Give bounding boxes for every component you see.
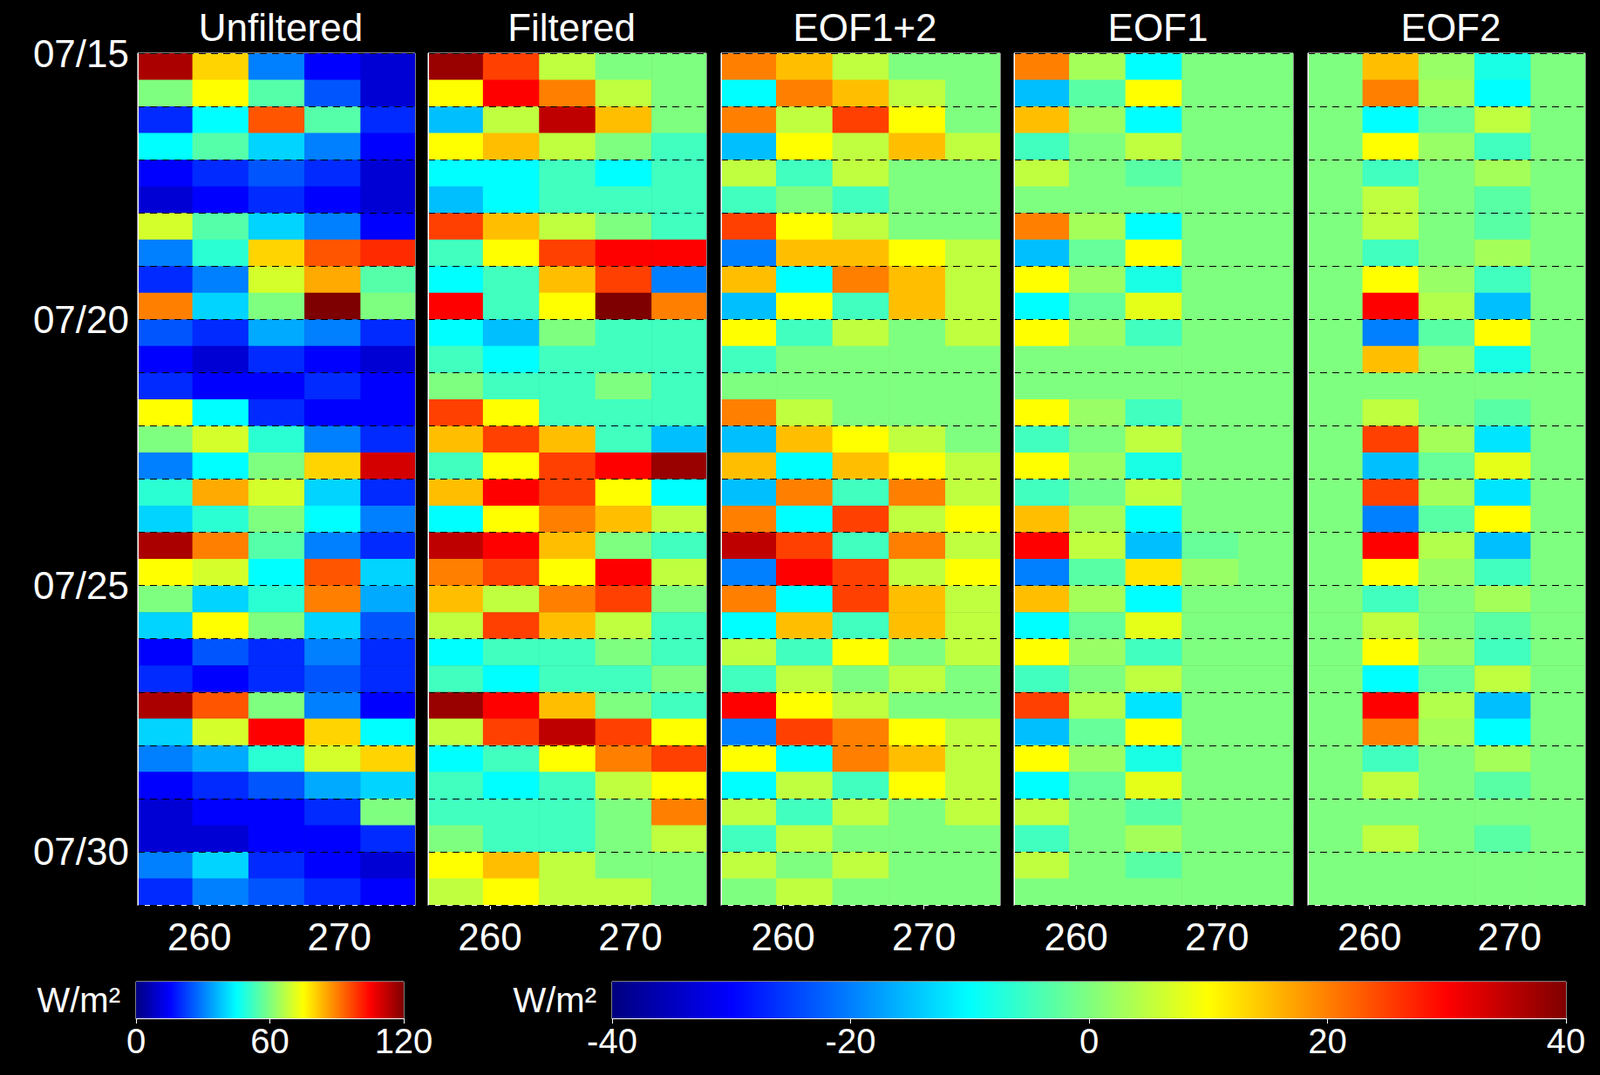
svg-text:W/m²: W/m² — [36, 980, 121, 1020]
svg-text:260: 260 — [1043, 915, 1108, 959]
svg-text:07/15: 07/15 — [33, 32, 130, 75]
svg-text:270: 270 — [307, 915, 372, 959]
svg-text:EOF1+2: EOF1+2 — [792, 6, 937, 49]
svg-text:270: 270 — [1477, 915, 1542, 959]
svg-text:260: 260 — [1337, 915, 1402, 959]
svg-text:07/20: 07/20 — [33, 298, 130, 341]
svg-text:120: 120 — [374, 1021, 434, 1061]
svg-text:Unfiltered: Unfiltered — [198, 6, 363, 49]
svg-text:EOF1: EOF1 — [1108, 6, 1209, 49]
svg-text:-40: -40 — [586, 1021, 638, 1061]
svg-text:270: 270 — [891, 915, 956, 959]
svg-text:0: 0 — [1079, 1021, 1099, 1061]
svg-text:-20: -20 — [825, 1021, 877, 1061]
svg-text:260: 260 — [167, 915, 232, 959]
svg-text:EOF2: EOF2 — [1401, 6, 1502, 49]
svg-text:07/25: 07/25 — [33, 564, 130, 607]
svg-text:Filtered: Filtered — [507, 6, 636, 49]
svg-text:0: 0 — [126, 1021, 146, 1061]
svg-text:W/m²: W/m² — [512, 980, 597, 1020]
svg-text:07/30: 07/30 — [33, 830, 130, 873]
svg-text:260: 260 — [457, 915, 522, 959]
svg-text:270: 270 — [1184, 915, 1249, 959]
svg-text:60: 60 — [250, 1021, 290, 1061]
svg-text:260: 260 — [750, 915, 815, 959]
svg-text:270: 270 — [598, 915, 662, 959]
svg-text:40: 40 — [1546, 1021, 1587, 1061]
svg-text:20: 20 — [1307, 1021, 1348, 1061]
